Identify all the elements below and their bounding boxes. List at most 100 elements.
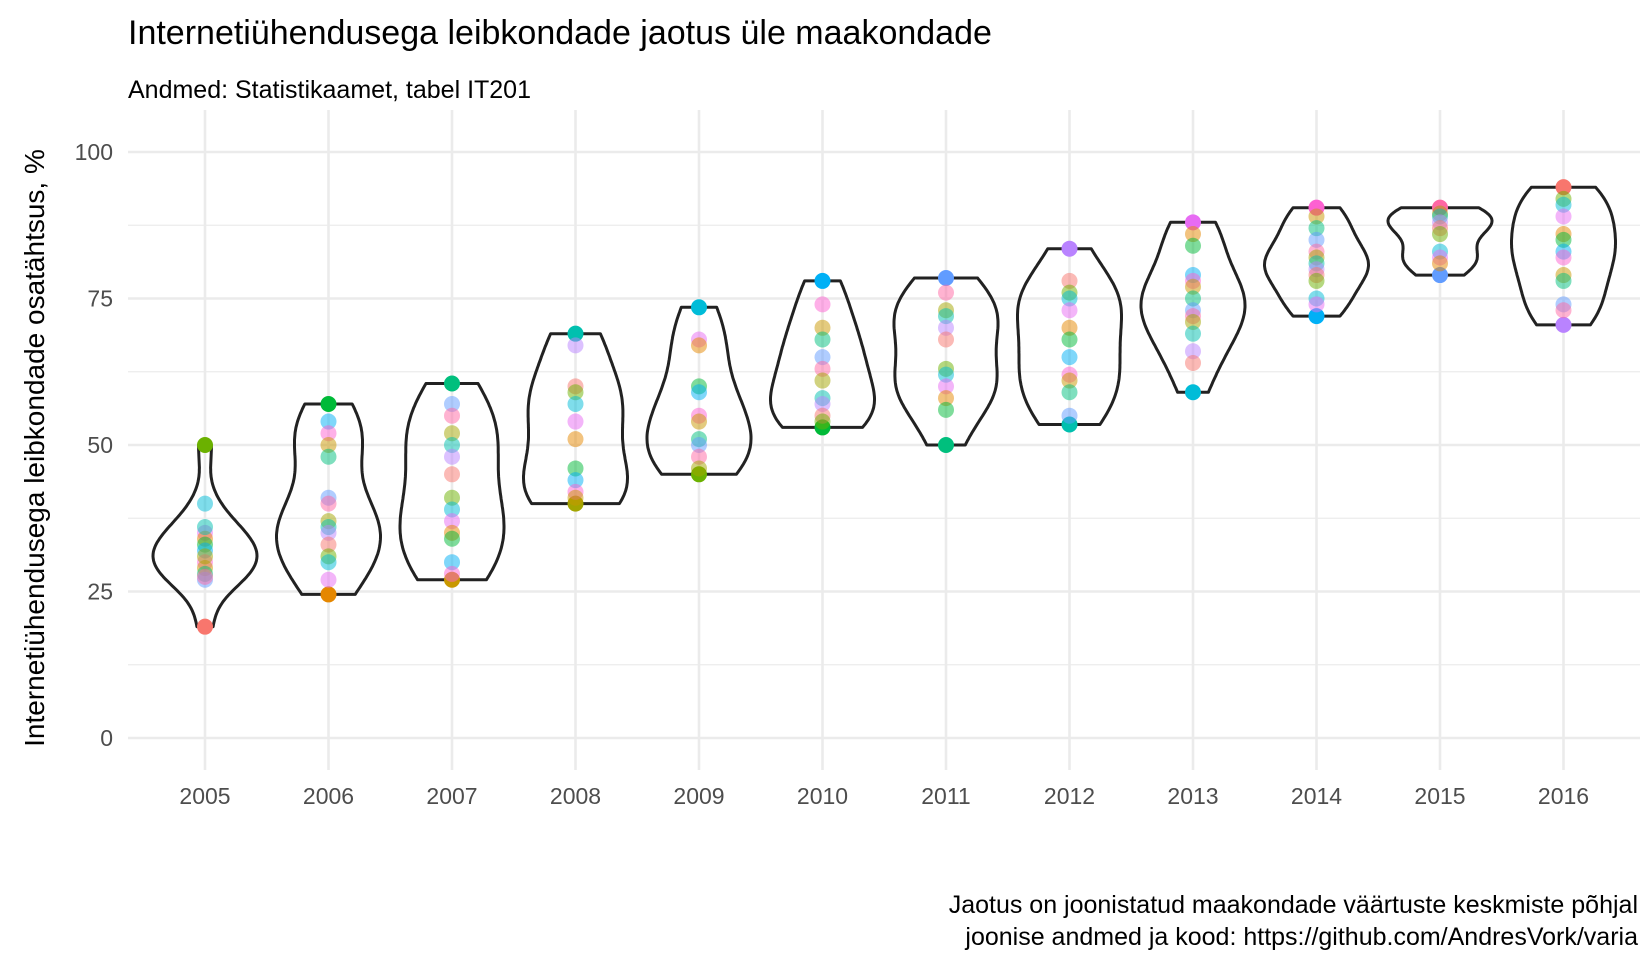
data-point [691, 337, 707, 354]
data-point [1308, 220, 1325, 237]
data-point [814, 372, 831, 389]
y-tick-label: 100 [75, 139, 113, 165]
data-point [320, 536, 337, 553]
data-point [444, 375, 460, 392]
x-tick-label: 2005 [179, 783, 230, 809]
data-point [320, 448, 337, 465]
data-point [814, 319, 831, 336]
data-point [814, 272, 831, 289]
data-points [197, 179, 1572, 635]
x-tick-label: 2008 [550, 783, 601, 809]
data-point [320, 495, 337, 512]
y-tick-label: 25 [87, 579, 113, 605]
x-tick-label: 2012 [1044, 783, 1095, 809]
data-point [444, 513, 460, 530]
data-point [444, 489, 460, 506]
violin-2009 [645, 305, 753, 476]
data-point [938, 284, 954, 301]
violin-2015 [1386, 206, 1494, 277]
data-point [1555, 316, 1572, 333]
data-point [320, 524, 337, 541]
data-point [691, 413, 707, 430]
data-point [814, 296, 831, 313]
data-point [1555, 272, 1572, 289]
data-point [1555, 302, 1572, 319]
data-point [1432, 267, 1448, 284]
data-point [938, 269, 954, 286]
data-point [320, 554, 337, 571]
data-point [691, 299, 707, 316]
x-tick-label: 2016 [1538, 783, 1589, 809]
data-point [567, 472, 584, 489]
data-point [938, 378, 954, 395]
data-point [1185, 325, 1201, 342]
data-point [1185, 290, 1201, 307]
violin-2013 [1139, 220, 1247, 394]
data-point [1061, 319, 1078, 336]
x-tick-label: 2013 [1167, 783, 1218, 809]
data-point [320, 437, 337, 453]
y-tick-label: 0 [100, 725, 113, 751]
data-point [197, 437, 213, 453]
data-point [938, 308, 954, 325]
data-point [444, 530, 460, 547]
data-point [444, 395, 460, 412]
data-point [814, 413, 831, 430]
data-point [1061, 272, 1078, 289]
x-tick-label: 2009 [673, 783, 724, 809]
data-point [1185, 237, 1201, 254]
y-tick-label: 50 [87, 432, 113, 458]
data-point [1555, 196, 1572, 213]
data-point [567, 460, 584, 477]
caption-line-1: Jaotus on joonistatud maakondade väärtus… [948, 891, 1638, 919]
data-point [814, 360, 831, 377]
data-point [1308, 296, 1325, 313]
violin-2014 [1263, 206, 1370, 318]
violin-2011 [892, 276, 1000, 447]
violin-2006 [275, 402, 382, 596]
data-point [197, 519, 213, 536]
data-point [1185, 354, 1201, 371]
data-point [814, 331, 831, 348]
data-point [567, 395, 584, 412]
data-point [938, 390, 954, 407]
x-tick-label: 2010 [797, 783, 848, 809]
y-tick-label: 75 [87, 286, 113, 312]
data-point [691, 460, 707, 477]
data-point [444, 425, 460, 442]
data-point [197, 618, 213, 635]
x-tick-label: 2011 [921, 783, 970, 809]
data-point [1185, 384, 1201, 401]
data-point [1061, 331, 1078, 348]
data-point [1308, 272, 1325, 289]
data-point [1185, 343, 1201, 360]
data-point [1061, 302, 1078, 319]
data-point [567, 431, 584, 448]
violin-2016 [1510, 185, 1617, 327]
data-point [1185, 278, 1201, 295]
x-tick-label: 2015 [1414, 783, 1465, 809]
data-point [444, 565, 460, 582]
data-point [1185, 214, 1201, 231]
data-point [197, 568, 213, 585]
data-point [320, 586, 337, 603]
data-point [320, 571, 337, 588]
data-point [1555, 179, 1572, 196]
data-point [691, 448, 707, 465]
data-point [320, 413, 337, 430]
data-point [1185, 226, 1201, 243]
chart-title: Internetiühendusega leibkondade jaotus ü… [128, 14, 992, 52]
data-point [938, 401, 954, 418]
data-point [814, 349, 831, 366]
data-point [320, 395, 337, 412]
data-point [1555, 231, 1572, 248]
data-point [938, 437, 954, 453]
data-point [567, 384, 584, 401]
data-point [1432, 226, 1448, 243]
violin-2007 [398, 382, 506, 582]
data-point [444, 466, 460, 483]
chart-caption: Jaotus on joonistatud maakondade väärtus… [949, 889, 1638, 953]
data-point [1555, 208, 1572, 225]
data-point [691, 384, 707, 401]
